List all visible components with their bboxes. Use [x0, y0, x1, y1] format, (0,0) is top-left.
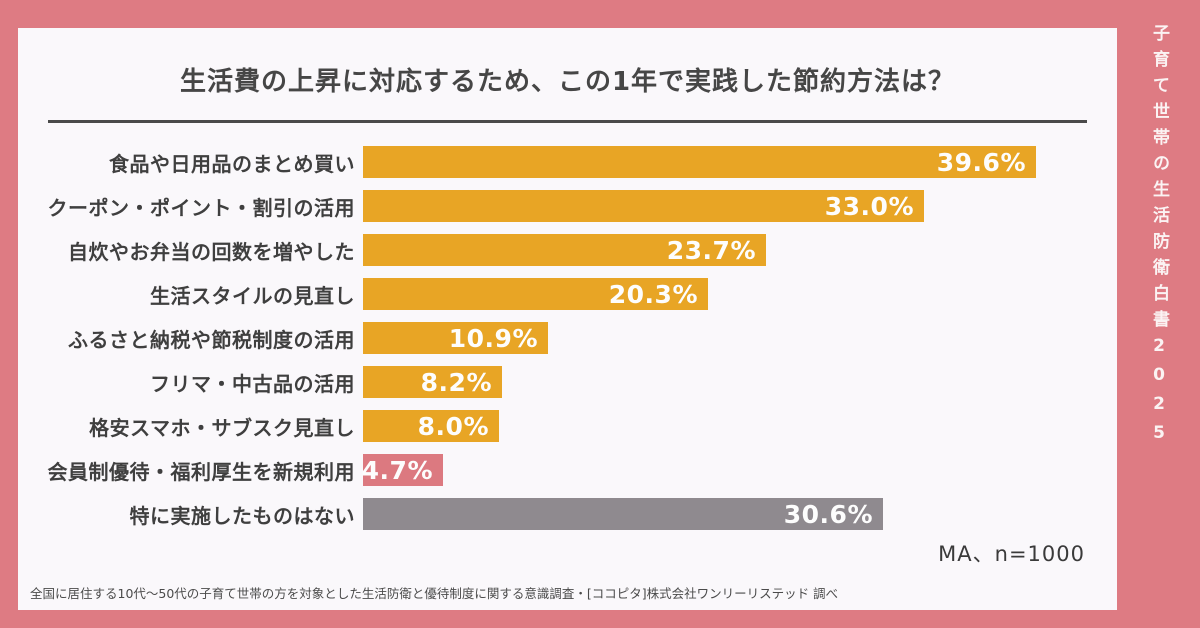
bar: 33.0%	[363, 190, 924, 222]
chart-row: 格安スマホ・サブスク見直し 8.0%	[18, 410, 1117, 442]
chart-row: クーポン・ポイント・割引の活用 33.0%	[18, 190, 1117, 222]
bar-value-label: 10.9%	[448, 323, 538, 353]
bar-value-label: 8.0%	[417, 411, 489, 441]
side-banner-text: 子育て世帯の生活防衛白書2025	[1149, 24, 1169, 452]
survey-footnote: 全国に居住する10代〜50代の子育て世帯の方を対象とした生活防衛と優待制度に関す…	[30, 586, 839, 601]
bar: 8.0%	[363, 410, 499, 442]
bar-chart: 食品や日用品のまとめ買い 39.6% クーポン・ポイント・割引の活用 33.0% 自炊や…	[18, 146, 1117, 530]
bar-track: 30.6%	[363, 498, 1117, 530]
bar-track: 20.3%	[363, 278, 1117, 310]
bar: 23.7%	[363, 234, 766, 266]
category-label: クーポン・ポイント・割引の活用	[47, 195, 355, 220]
chart-card: 生活費の上昇に対応するため、この1年で実践した節約方法は？ 食品や日用品のまとめ…	[18, 28, 1117, 610]
category-label: ふるさと納税や節税制度の活用	[68, 327, 355, 352]
bar-track: 8.2%	[363, 366, 1117, 398]
category-label: 特に実施したものはない	[129, 503, 355, 528]
chart-row: 生活スタイルの見直し 20.3%	[18, 278, 1117, 310]
chart-row: 会員制優待・福利厚生を新規利用 4.7%	[18, 454, 1117, 486]
bar: 39.6%	[363, 146, 1036, 178]
chart-row: 自炊やお弁当の回数を増やした 23.7%	[18, 234, 1117, 266]
bar-track: 4.7%	[361, 454, 1117, 486]
bar-value-label: 23.7%	[666, 235, 756, 265]
bar-value-label: 30.6%	[783, 499, 873, 529]
category-label: 会員制優待・福利厚生を新規利用	[47, 459, 355, 484]
bar-value-label: 8.2%	[420, 367, 492, 397]
bar: 10.9%	[363, 322, 548, 354]
bar-value-label: 20.3%	[608, 279, 698, 309]
bar-track: 39.6%	[363, 146, 1117, 178]
bar-track: 23.7%	[363, 234, 1117, 266]
bar: 4.7%	[361, 454, 443, 486]
chart-row: フリマ・中古品の活用 8.2%	[18, 366, 1117, 398]
page-title: 生活費の上昇に対応するため、この1年で実践した節約方法は？	[179, 67, 956, 97]
bar: 20.3%	[363, 278, 708, 310]
chart-row: 特に実施したものはない 30.6%	[18, 498, 1117, 530]
bar-track: 10.9%	[363, 322, 1117, 354]
chart-row: ふるさと納税や節税制度の活用 10.9%	[18, 322, 1117, 354]
category-label: 格安スマホ・サブスク見直し	[89, 415, 355, 440]
bar-value-label: 33.0%	[824, 191, 914, 221]
bar-track: 8.0%	[363, 410, 1117, 442]
sample-size-note: MA、n=1000	[938, 542, 1085, 566]
chart-row: 食品や日用品のまとめ買い 39.6%	[18, 146, 1117, 178]
bar-value-label: 39.6%	[936, 147, 1026, 177]
category-label: 生活スタイルの見直し	[150, 283, 355, 308]
side-banner: 子育て世帯の生活防衛白書2025	[1117, 0, 1200, 628]
category-label: フリマ・中古品の活用	[150, 371, 355, 396]
bar-track: 33.0%	[363, 190, 1117, 222]
bar: 30.6%	[363, 498, 883, 530]
bar: 8.2%	[363, 366, 502, 398]
category-label: 食品や日用品のまとめ買い	[109, 151, 355, 176]
bar-value-label: 4.7%	[361, 455, 433, 485]
title-divider	[48, 120, 1087, 123]
category-label: 自炊やお弁当の回数を増やした	[68, 239, 355, 264]
